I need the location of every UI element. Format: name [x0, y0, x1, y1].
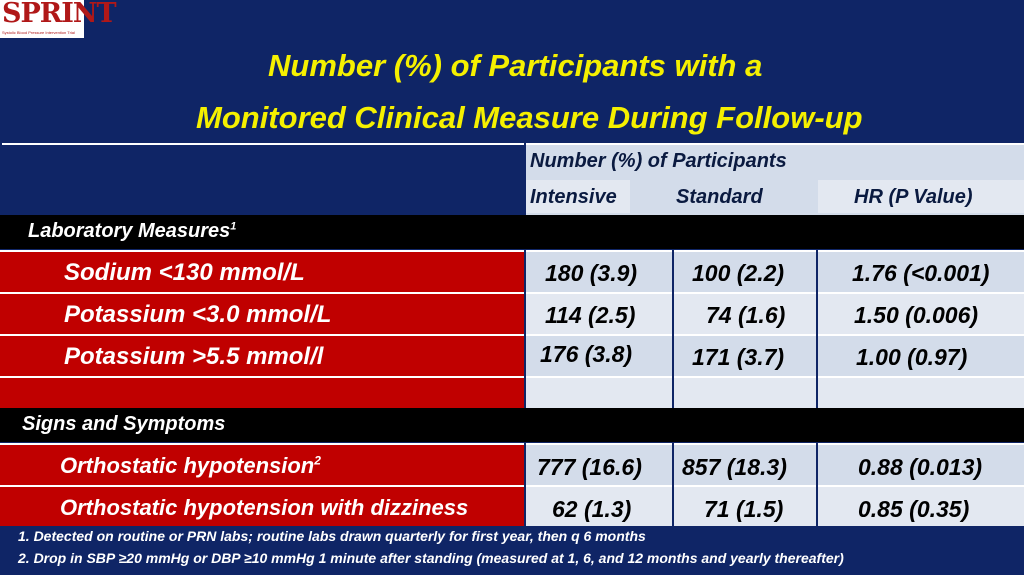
slide-title: Number (%) of Participants with a Monito… — [0, 40, 1024, 140]
cell-intensive: 777 (16.6) — [526, 443, 672, 485]
value-intensive: 176 (3.8) — [540, 341, 633, 367]
value-hr: 0.88 (0.013) — [858, 454, 983, 480]
cell-hr: 1.50 (0.006) — [818, 292, 1024, 334]
cell-hr: 1.76 (<0.001) — [818, 250, 1024, 292]
section-laboratory-measures: Laboratory Measures1 — [0, 215, 1024, 249]
cell-empty — [818, 376, 1024, 408]
cell-hr: 0.88 (0.013) — [818, 443, 1024, 485]
logo-subtitle: Systolic Blood Pressure Intervention Tri… — [2, 30, 75, 35]
cell-empty — [526, 376, 672, 408]
header-span-cell: Number (%) of Participants — [526, 145, 1024, 178]
header-span-label: Number (%) of Participants — [530, 150, 787, 172]
row-label-orthostatic-dizziness: Orthostatic hypotension with dizziness — [0, 485, 524, 528]
value-standard: 100 (2.2) — [692, 260, 785, 286]
column-standard: Standard — [676, 186, 763, 208]
value-hr: 1.00 (0.97) — [856, 344, 968, 370]
value-intensive: 114 (2.5) — [545, 302, 636, 328]
column-hr: HR (P Value) — [854, 186, 973, 208]
footnote-2: 2. Drop in SBP ≥20 mmHg or DBP ≥10 mmHg … — [18, 550, 844, 566]
value-intensive: 777 (16.6) — [537, 454, 642, 480]
cell-hr: 1.00 (0.97) — [818, 334, 1024, 376]
header-blank-cell — [2, 143, 524, 215]
sprint-logo: SPRINT Systolic Blood Pressure Intervent… — [0, 0, 117, 38]
section-label: Laboratory Measures1 — [28, 220, 237, 242]
row-label-text: Potassium <3.0 mmol/L — [64, 301, 332, 328]
value-standard: 857 (18.3) — [682, 454, 787, 480]
cell-standard: 171 (3.7) — [674, 334, 816, 376]
cell-standard: 71 (1.5) — [674, 485, 816, 528]
row-label-empty — [0, 376, 524, 408]
cell-intensive: 62 (1.3) — [526, 485, 672, 528]
cell-intensive: 180 (3.9) — [526, 250, 672, 292]
footnotes: 1. Detected on routine or PRN labs; rout… — [0, 526, 1024, 575]
row-label-text: Orthostatic hypotension with dizziness — [60, 495, 469, 520]
row-label-sodium: Sodium <130 mmol/L — [0, 250, 524, 292]
title-line-1: Number (%) of Participants with a — [268, 48, 763, 83]
cell-intensive: 114 (2.5) — [526, 292, 672, 334]
value-hr: 0.85 (0.35) — [858, 496, 970, 522]
row-label-text: Orthostatic hypotension2 — [60, 453, 321, 478]
header-standard-cell: Standard — [632, 180, 816, 213]
row-label-orthostatic: Orthostatic hypotension2 — [0, 443, 524, 485]
logo-text: SPRINT — [2, 0, 117, 29]
value-intensive: 62 (1.3) — [552, 496, 632, 522]
section-label: Signs and Symptoms — [22, 413, 226, 435]
value-intensive: 180 (3.9) — [545, 260, 638, 286]
section-signs-symptoms: Signs and Symptoms — [0, 408, 1024, 442]
header-intensive-cell: Intensive — [526, 180, 630, 213]
row-label-text: Sodium <130 mmol/L — [64, 259, 305, 286]
cell-hr: 0.85 (0.35) — [818, 485, 1024, 528]
cell-empty — [674, 376, 816, 408]
row-label-potassium-low: Potassium <3.0 mmol/L — [0, 292, 524, 334]
value-standard: 71 (1.5) — [704, 496, 784, 522]
title-line-2: Monitored Clinical Measure During Follow… — [196, 100, 863, 135]
value-hr: 1.76 (<0.001) — [852, 260, 990, 286]
row-label-potassium-high: Potassium >5.5 mmol/l — [0, 334, 524, 376]
footnote-1: 1. Detected on routine or PRN labs; rout… — [18, 528, 646, 544]
cell-intensive: 176 (3.8) — [526, 334, 672, 376]
value-standard: 74 (1.6) — [706, 302, 786, 328]
cell-standard: 857 (18.3) — [674, 443, 816, 485]
column-intensive: Intensive — [530, 186, 617, 208]
value-hr: 1.50 (0.006) — [854, 302, 979, 328]
header-hr-cell: HR (P Value) — [818, 180, 1024, 213]
value-standard: 171 (3.7) — [692, 344, 785, 370]
cell-standard: 100 (2.2) — [674, 250, 816, 292]
row-label-text: Potassium >5.5 mmol/l — [64, 343, 324, 370]
cell-standard: 74 (1.6) — [674, 292, 816, 334]
